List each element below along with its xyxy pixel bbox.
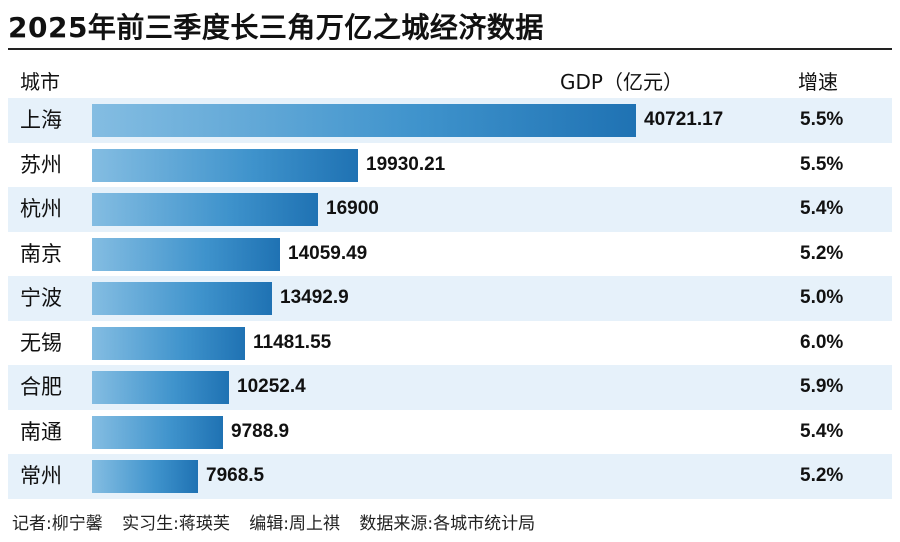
gdp-value-label: 9788.9 [231, 420, 290, 442]
gdp-value-label: 13492.9 [280, 287, 349, 308]
growth-value: 5.2% [800, 242, 844, 264]
credit-intern: 实习生:蒋瑛芙 [122, 514, 230, 534]
column-header-city: 城市 [20, 70, 60, 94]
chart-title: 2025年前三季度长三角万亿之城经济数据 [8, 11, 544, 44]
city-label: 南通 [20, 419, 62, 444]
growth-value: 5.5% [800, 153, 844, 175]
city-label: 南京 [20, 241, 62, 266]
gdp-bar [92, 237, 280, 271]
chart-row: 上海 40721.17 5.5% [8, 98, 892, 143]
gdp-value-label: 11481.55 [253, 331, 332, 353]
chart-row: 南京 14059.49 5.2% [8, 232, 892, 277]
city-label: 杭州 [20, 197, 62, 221]
chart-row: 无锡 11481.55 6.0% [8, 321, 892, 366]
credit-editor: 编辑:周上祺 [249, 514, 341, 534]
gdp-value-label: 16900 [326, 198, 379, 219]
growth-value: 5.9% [800, 376, 844, 397]
column-header-gdp: GDP（亿元） [560, 70, 683, 94]
column-header-growth: 增速 [798, 70, 838, 94]
gdp-bar [92, 326, 245, 360]
credits-line: 记者:柳宁馨 实习生:蒋瑛芙 编辑:周上祺 数据来源:各城市统计局 [12, 509, 549, 534]
growth-value: 5.2% [800, 465, 844, 486]
city-label: 无锡 [20, 330, 62, 355]
credit-source: 数据来源:各城市统计局 [359, 514, 536, 534]
gdp-bar [92, 104, 636, 137]
gdp-value-label: 19930.21 [366, 153, 446, 175]
city-label: 上海 [20, 108, 62, 132]
growth-value: 6.0% [800, 331, 844, 353]
gdp-bar [92, 415, 223, 449]
gdp-value-label: 40721.17 [644, 109, 724, 130]
bar-chart-rows: 上海 40721.17 5.5% 苏州 19930.21 5.5% 杭州 16900 5.4% 南… [8, 98, 892, 499]
city-label: 苏州 [20, 152, 62, 177]
growth-value: 5.5% [800, 109, 844, 130]
growth-value: 5.4% [800, 420, 844, 442]
chart-row: 杭州 16900 5.4% [8, 187, 892, 232]
gdp-value-label: 7968.5 [206, 465, 265, 486]
growth-value: 5.0% [800, 287, 844, 308]
gdp-bar [92, 460, 198, 493]
chart-row: 合肥 10252.4 5.9% [8, 365, 892, 410]
growth-value: 5.4% [800, 198, 844, 219]
gdp-value-label: 10252.4 [237, 376, 306, 397]
title-divider [8, 48, 892, 50]
city-label: 常州 [20, 464, 62, 488]
credit-reporter: 记者:柳宁馨 [12, 514, 103, 534]
chart-row: 苏州 19930.21 5.5% [8, 143, 892, 188]
city-label: 宁波 [20, 286, 62, 310]
gdp-bar [92, 371, 229, 404]
gdp-value-label: 14059.49 [288, 242, 368, 264]
gdp-bar [92, 148, 358, 182]
chart-row: 南通 9788.9 5.4% [8, 410, 892, 455]
chart-row: 常州 7968.5 5.2% [8, 454, 892, 499]
gdp-bar [92, 193, 318, 226]
chart-row: 宁波 13492.9 5.0% [8, 276, 892, 321]
gdp-bar [92, 282, 272, 315]
city-label: 合肥 [20, 375, 62, 399]
